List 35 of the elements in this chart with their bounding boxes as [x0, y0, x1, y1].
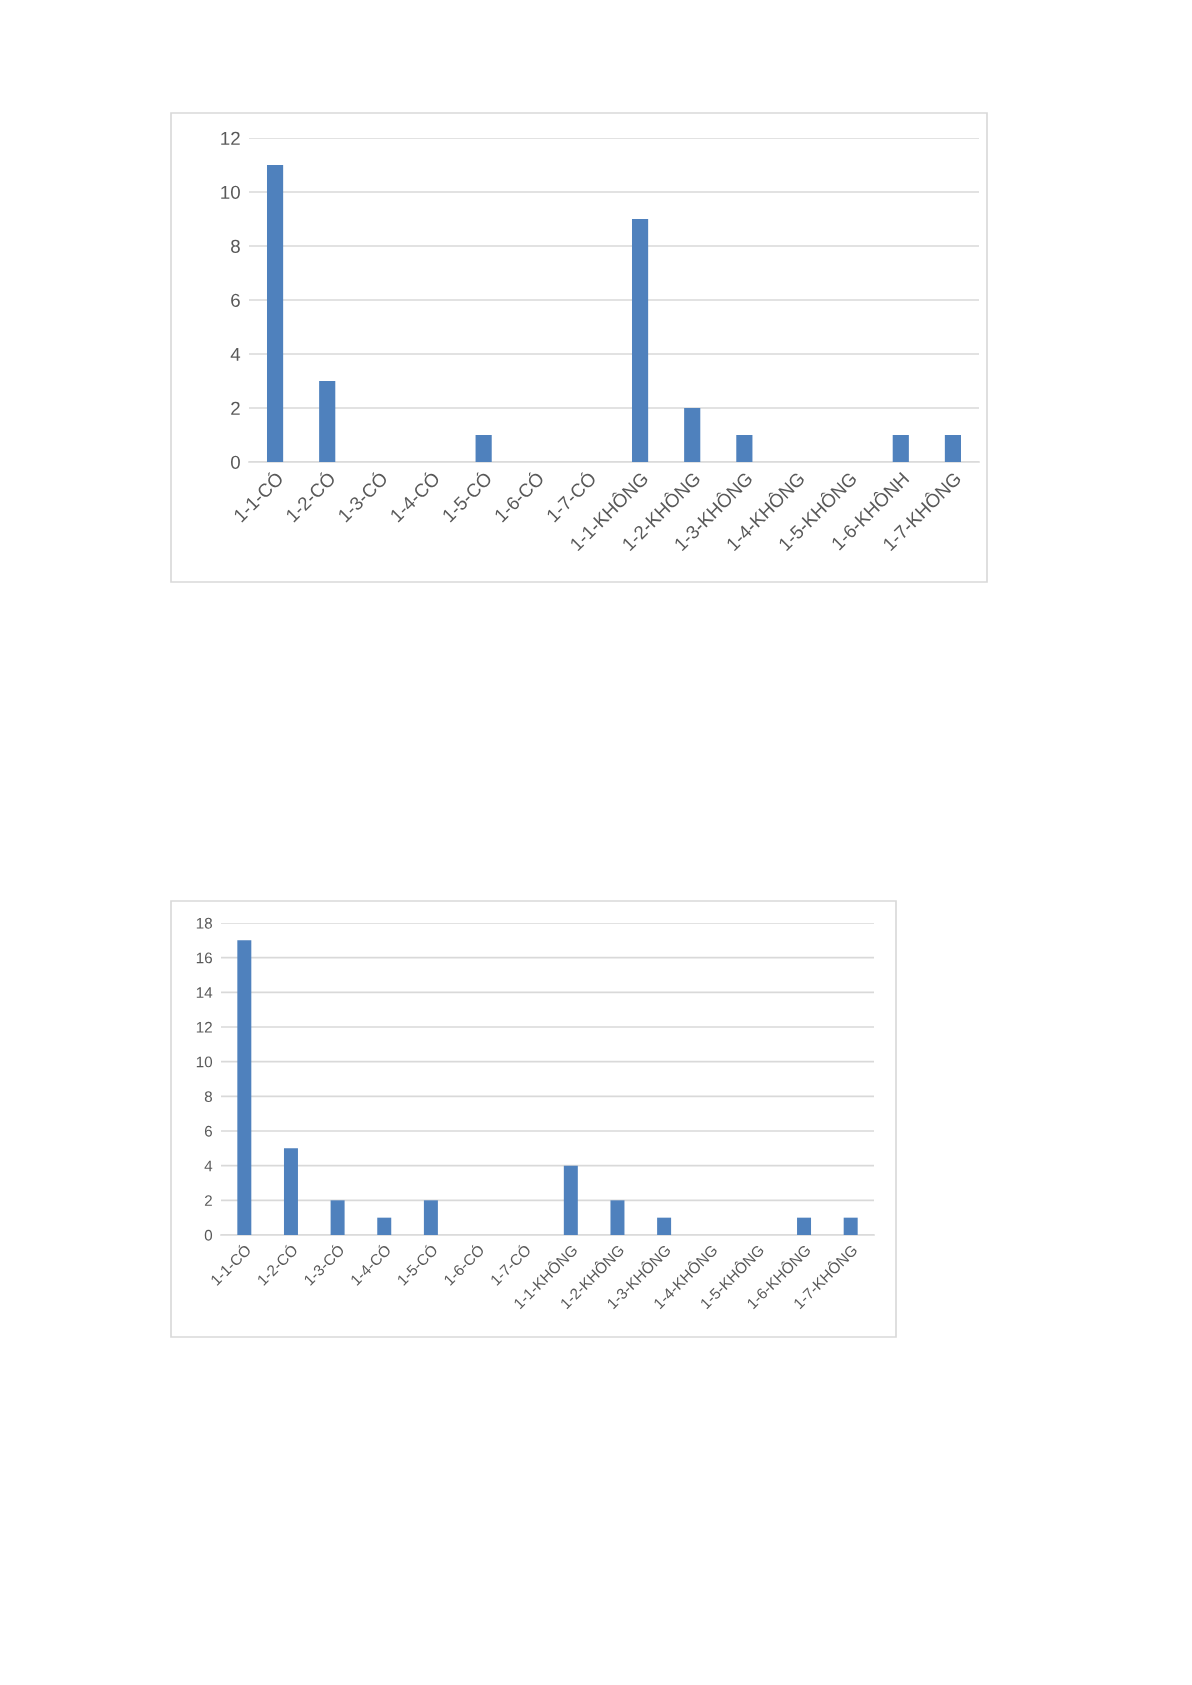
bar — [684, 408, 701, 462]
bar — [944, 435, 962, 462]
bar — [330, 1200, 345, 1235]
y-tick-label: 10 — [221, 185, 240, 199]
y-tick-label: 2 — [204, 1195, 212, 1206]
bar — [610, 1200, 625, 1235]
y-tick-label: 8 — [231, 239, 240, 253]
y-tick-label: 4 — [204, 1160, 213, 1172]
bar — [475, 435, 492, 462]
bar — [892, 435, 909, 462]
y-tick-label: 6 — [204, 1125, 212, 1137]
y-tick-label: 4 — [230, 347, 241, 361]
bar — [319, 381, 336, 462]
bar — [797, 1217, 812, 1235]
bar — [631, 219, 649, 462]
bar — [283, 1148, 298, 1235]
y-tick-label: 0 — [230, 455, 240, 469]
y-tick-label: 2 — [231, 401, 240, 415]
bar — [237, 940, 252, 1235]
bar — [843, 1217, 858, 1235]
y-tick-label: 10 — [196, 1056, 213, 1068]
bar — [736, 435, 753, 462]
y-tick-label: 12 — [196, 1021, 212, 1033]
bar — [657, 1217, 672, 1235]
bar — [377, 1217, 392, 1235]
bar — [563, 1165, 578, 1235]
y-tick-label: 12 — [221, 131, 240, 145]
y-tick-label: 18 — [196, 917, 212, 929]
y-tick-label: 0 — [204, 1229, 213, 1241]
bar — [266, 165, 284, 462]
y-tick-label: 16 — [196, 952, 212, 964]
y-tick-label: 6 — [231, 293, 240, 307]
y-tick-label: 14 — [196, 987, 213, 998]
bar — [423, 1200, 438, 1235]
y-tick-label: 8 — [204, 1091, 212, 1103]
